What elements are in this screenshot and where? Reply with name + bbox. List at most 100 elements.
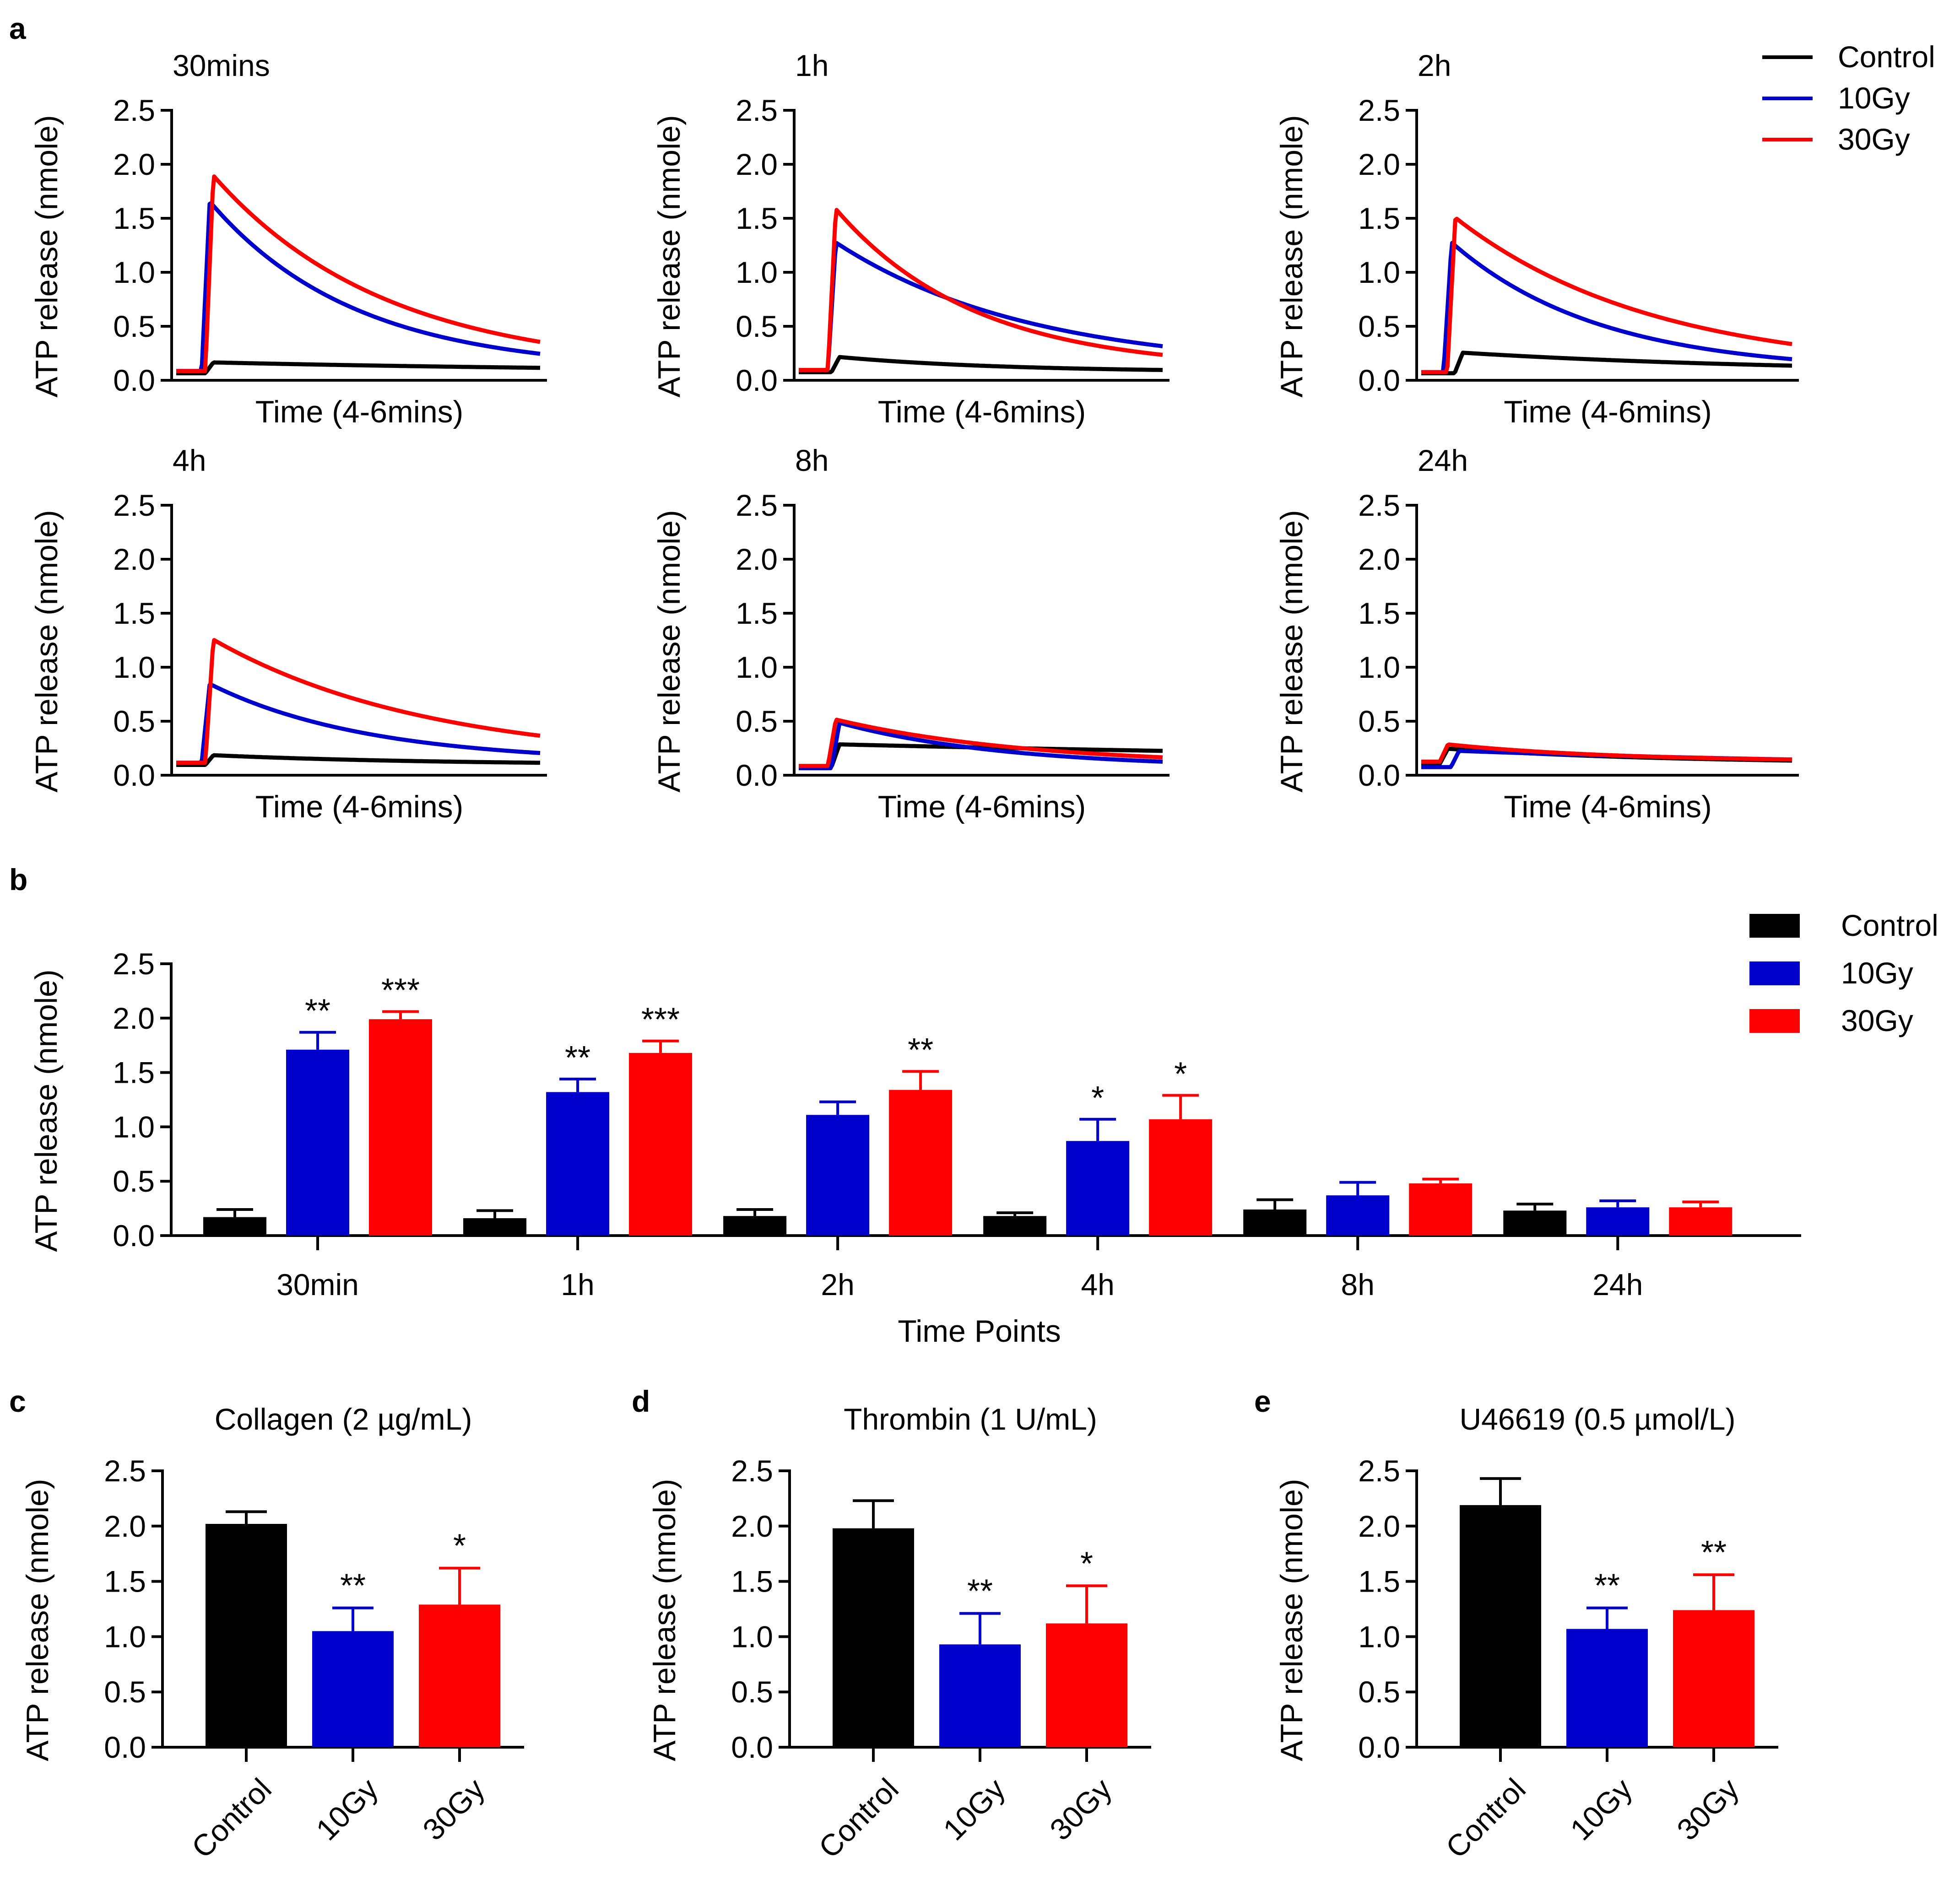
kinetics-subplot-title: 8h [795, 443, 828, 477]
kinetics-2h-y-tick-label: 1.5 [1358, 201, 1400, 235]
timecourse-y-tick-label: 2.5 [113, 947, 155, 981]
legend-b-label-30gy: 30Gy [1841, 1004, 1913, 1037]
legend-b-swatch-control [1749, 914, 1800, 938]
panel-letter-e: e [1254, 1384, 1271, 1418]
agonist-u46619-bar-10gy [1566, 1629, 1648, 1747]
kinetics-1h-y-tick-label: 0.5 [736, 309, 778, 343]
agonist-collagen-bar-control [206, 1523, 287, 1747]
kinetics-30mins-y-tick-label: 0.5 [113, 309, 155, 343]
kinetics-8h-y-tick-label: 1.0 [736, 650, 778, 684]
kinetics-2h-y-tick-label: 2.0 [1358, 147, 1400, 181]
kinetics-1h-y-tick-label: 1.0 [736, 255, 778, 289]
kinetics-4h-y-tick-label: 0.0 [113, 758, 155, 792]
panel-letter-d: d [632, 1384, 650, 1418]
kinetics-subplot-30mins: 0.0 0.5 1.0 1.5 2.0 2.5 30mins Time (4-6mins) AT… [29, 49, 547, 429]
trace-24h-30gy [1420, 742, 1793, 764]
agonist-u46619-x-tick-label-control: Control [1439, 1772, 1532, 1865]
kinetics-30mins-y-tick-label: 2.0 [113, 147, 155, 181]
kinetics-24h-y-tick-label: 2.0 [1358, 542, 1400, 576]
timecourse-bar-24h-30gy [1669, 1207, 1733, 1236]
timecourse-significance-30min-10gy: ** [305, 993, 330, 1030]
timecourse-bar-1h-control [463, 1218, 527, 1236]
agonist-collagen-bar-10gy [312, 1631, 394, 1747]
timecourse-bar-4h-30gy [1149, 1119, 1213, 1236]
kinetics-30mins-y-tick-label: 0.0 [113, 363, 155, 397]
kinetics-y-axis-title: ATP release (nmole) [652, 510, 687, 792]
trace-30mins-30gy [175, 174, 541, 373]
agonist-thrombin-y-tick-label: 0.0 [731, 1730, 773, 1764]
timecourse-x-tick-label: 1h [561, 1268, 594, 1301]
kinetics-subplot-2h: 0.0 0.5 1.0 1.5 2.0 2.5 2h Time (4-6mins) ATP re… [1274, 49, 1799, 429]
kinetics-y-axis-title: ATP release (nmole) [652, 115, 687, 397]
kinetics-1h-y-tick-label: 2.0 [736, 147, 778, 181]
kinetics-x-axis-title: Time (4-6mins) [878, 394, 1086, 429]
agonist-u46619-y-tick-label: 0.0 [1358, 1730, 1400, 1764]
timecourse-bar-1h-30gy [629, 1053, 693, 1236]
timecourse-x-tick-label: 4h [1081, 1268, 1114, 1301]
agonist-collagen-x-tick-label-control: Control [185, 1772, 278, 1865]
kinetics-subplot-title: 30mins [173, 49, 270, 82]
timecourse-bar-8h-30gy [1409, 1183, 1473, 1236]
panel-letter-a: a [9, 11, 27, 45]
kinetics-subplot-title: 2h [1418, 49, 1451, 82]
kinetics-subplot-8h: 0.0 0.5 1.0 1.5 2.0 2.5 8h Time (4-6mins) ATP re… [652, 443, 1170, 824]
kinetics-y-axis-title: ATP release (nmole) [29, 115, 64, 397]
legend-a: Control 10Gy 30Gy [1762, 40, 1935, 156]
kinetics-4h-y-tick-label: 1.0 [113, 650, 155, 684]
kinetics-x-axis-title: Time (4-6mins) [255, 789, 464, 824]
kinetics-x-axis-title: Time (4-6mins) [1504, 789, 1712, 824]
agonist-thrombin-bar-10gy [939, 1644, 1021, 1747]
kinetics-4h-y-tick-label: 0.5 [113, 704, 155, 738]
panel-a-kinetics: 0.0 0.5 1.0 1.5 2.0 2.5 30mins Time (4-6mins) AT… [29, 49, 1799, 824]
legend-a-label-10gy: 10Gy [1838, 81, 1910, 115]
agonist-thrombin-y-tick-label: 1.0 [731, 1620, 773, 1653]
timecourse-bar-4h-control [983, 1216, 1047, 1236]
kinetics-24h-y-tick-label: 1.0 [1358, 650, 1400, 684]
kinetics-1h-y-tick-label: 2.5 [736, 93, 778, 127]
trace-4h-30gy [175, 638, 541, 765]
timecourse-significance-4h-30gy: * [1174, 1056, 1187, 1092]
timecourse-bar-2h-control [723, 1216, 787, 1236]
kinetics-subplot-title: 1h [795, 49, 828, 82]
legend-b-swatch-10gy [1749, 961, 1800, 985]
agonist-u46619-bar-30gy [1673, 1610, 1754, 1747]
agonist-u46619-y-tick-label: 0.5 [1358, 1675, 1400, 1709]
trace-4h-control [175, 753, 541, 767]
agonist-collagen-y-tick-label: 0.0 [104, 1730, 146, 1764]
kinetics-24h-y-tick-label: 2.5 [1358, 488, 1400, 522]
legend-b-swatch-30gy [1749, 1009, 1800, 1033]
timecourse-bar-2h-10gy [806, 1115, 870, 1236]
legend-b-label-10gy: 10Gy [1841, 956, 1913, 990]
kinetics-4h-y-tick-label: 2.0 [113, 542, 155, 576]
agonist-collagen-y-tick-label: 0.5 [104, 1675, 146, 1709]
agonist-u46619-x-tick-label-10gy: 10Gy [1564, 1772, 1639, 1847]
timecourse-y-tick-label: 1.0 [113, 1110, 155, 1144]
agonist-collagen-y-tick-label: 1.0 [104, 1620, 146, 1653]
kinetics-subplot-4h: 0.0 0.5 1.0 1.5 2.0 2.5 4h Time (4-6mins) ATP re… [29, 443, 547, 824]
legend-b-label-control: Control [1841, 908, 1938, 942]
timecourse-bar-30min-30gy [369, 1019, 432, 1236]
timecourse-y-tick-label: 0.0 [113, 1219, 155, 1253]
legend-b: Control 10Gy 30Gy [1749, 908, 1938, 1037]
legend-a-label-30gy: 30Gy [1838, 122, 1910, 156]
agonist-u46619-y-axis-title: ATP release (nmole) [1274, 1479, 1309, 1761]
timecourse-x-tick-label: 8h [1341, 1268, 1375, 1301]
timecourse-y-tick-label: 1.5 [113, 1056, 155, 1090]
kinetics-8h-y-tick-label: 0.0 [736, 758, 778, 792]
kinetics-1h-y-tick-label: 0.0 [736, 363, 778, 397]
agonist-collagen-y-tick-label: 2.5 [104, 1454, 146, 1488]
kinetics-30mins-y-tick-label: 1.5 [113, 201, 155, 235]
timecourse-significance-1h-30gy: *** [641, 1002, 680, 1038]
kinetics-1h-y-tick-label: 1.5 [736, 201, 778, 235]
trace-8h-30gy [798, 718, 1164, 768]
panel-letter-c: c [9, 1384, 26, 1418]
agonist-u46619-significance-10gy: ** [1594, 1568, 1620, 1604]
kinetics-8h-y-tick-label: 2.5 [736, 488, 778, 522]
legend-a-label-control: Control [1838, 40, 1935, 74]
kinetics-4h-y-tick-label: 2.5 [113, 488, 155, 522]
timecourse-bar-8h-control [1243, 1209, 1307, 1236]
kinetics-x-axis-title: Time (4-6mins) [255, 394, 464, 429]
kinetics-2h-y-tick-label: 0.5 [1358, 309, 1400, 343]
panel-letter-b: b [9, 863, 27, 896]
